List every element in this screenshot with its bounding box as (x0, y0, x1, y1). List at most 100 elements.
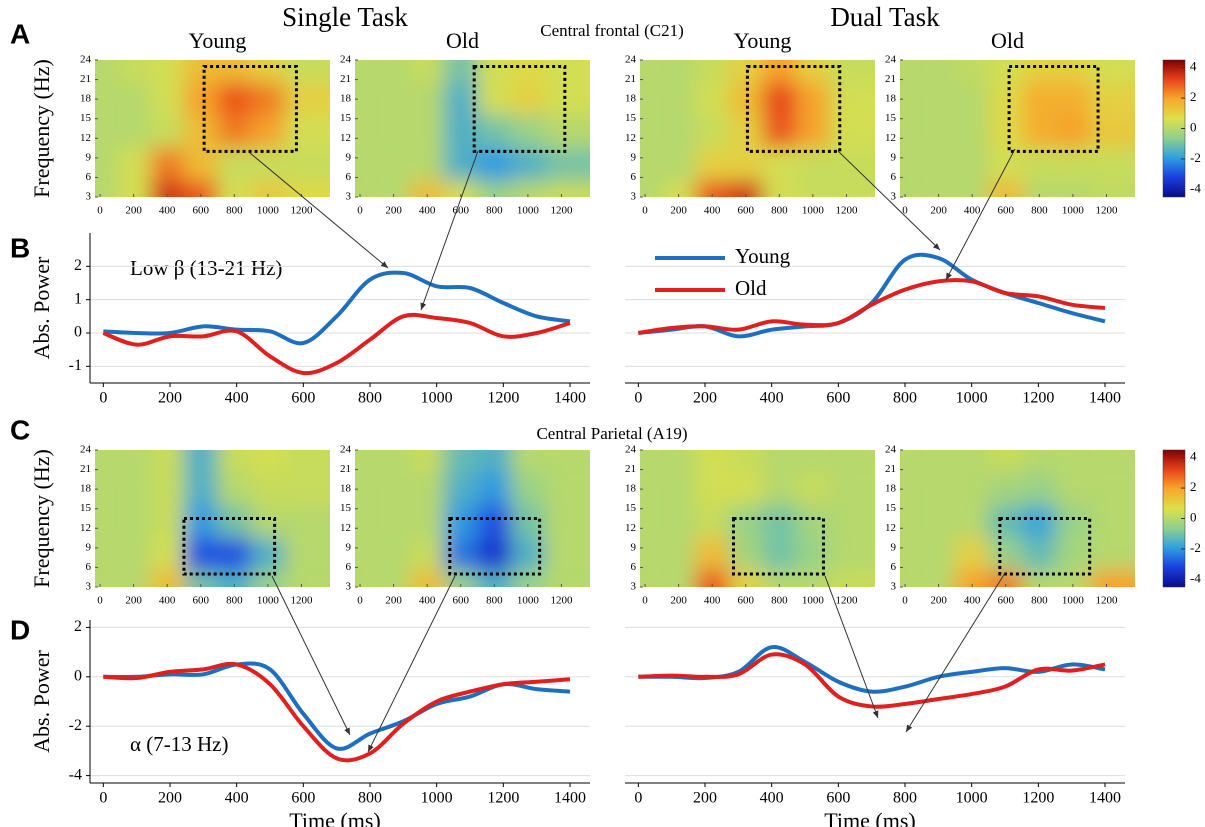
heatmap-cell (116, 82, 151, 116)
heatmap-panel (95, 60, 330, 197)
heatmap-cell (544, 60, 590, 83)
y-tick-label: 21 (80, 73, 91, 85)
x-tick-label: 800 (486, 595, 503, 607)
heatmap-cell (728, 472, 763, 506)
x-tick-label: 800 (893, 390, 917, 407)
heatmap-cell (1089, 180, 1135, 197)
heatmap-cell (661, 148, 696, 181)
heatmap-cell (900, 82, 922, 116)
y-tick-label: 2 (74, 618, 82, 635)
y-tick-label: 9 (86, 541, 92, 553)
arrow (837, 150, 941, 251)
x-tick-label: 400 (159, 205, 176, 217)
arrow (905, 572, 1006, 733)
heatmap-cell (661, 82, 696, 116)
series-line (638, 278, 1106, 335)
heatmap-cell (640, 180, 662, 197)
heatmap-cell (410, 505, 444, 539)
y-tick-label: 15 (885, 112, 897, 124)
x-tick-label: 0 (902, 205, 908, 217)
heatmap-cell (1022, 472, 1057, 506)
heatmap-cell (95, 82, 117, 116)
x-tick-label: 200 (930, 205, 947, 217)
heatmap-cell (376, 450, 411, 473)
heatmap-cell (796, 60, 830, 83)
heatmap-cell (150, 180, 184, 197)
x-tick-label: 600 (738, 595, 755, 607)
y-tick-label: 6 (891, 171, 897, 183)
chart-title: Central frontal (C21) (540, 21, 684, 40)
y-tick-label: 3 (86, 191, 92, 203)
heatmap-cell (921, 115, 956, 149)
heatmap-cell (150, 505, 184, 539)
heatmap-cell (661, 180, 696, 197)
x-tick-label: 800 (358, 390, 382, 407)
heatmap-cell (183, 472, 218, 506)
heatmap-cell (95, 180, 117, 197)
colorbar-tick-label: -2 (1190, 540, 1201, 555)
heatmap-cell (284, 505, 330, 539)
heatmap-cell (921, 450, 956, 473)
heatmap-cell (443, 505, 478, 539)
heatmap-cell (183, 60, 218, 83)
heatmap-cell (1056, 60, 1090, 83)
x-tick-label: 1000 (257, 595, 280, 607)
heatmap-cell (695, 148, 729, 181)
arrow (824, 575, 879, 719)
heatmap-cell (988, 570, 1023, 587)
heatmap-cell (410, 180, 444, 197)
heatmap-cell (796, 450, 830, 473)
heatmap-cell (95, 570, 117, 587)
heatmap-cell (796, 82, 830, 116)
heatmap-cell (217, 148, 252, 181)
heatmap-cell (355, 180, 377, 197)
y-tick-label: 21 (885, 73, 896, 85)
x-tick-label: 400 (159, 595, 176, 607)
x-tick-label: 200 (930, 595, 947, 607)
x-tick-label: 1000 (421, 390, 453, 407)
arrow (271, 575, 351, 736)
heatmap-cell (95, 472, 117, 506)
x-tick-label: 0 (634, 790, 642, 807)
heatmap-cell (183, 115, 218, 149)
heatmap-cell (251, 180, 285, 197)
heatmap-cell (376, 148, 411, 181)
heatmap-cells (900, 60, 1135, 197)
heatmap-cell (1089, 450, 1135, 473)
heatmap-cell (355, 450, 377, 473)
x-tick-label: 600 (193, 205, 210, 217)
heatmap-cell (900, 60, 922, 83)
heatmap-cell (284, 148, 330, 181)
heatmap-cells (640, 60, 875, 197)
heatmap-cell (511, 472, 545, 506)
series-line (102, 312, 571, 376)
heatmap-cell (661, 60, 696, 83)
x-tick-label: 0 (634, 390, 642, 407)
heatmap-cell (921, 82, 956, 116)
x-tick-label: 0 (97, 205, 103, 217)
heatmap-cell (443, 148, 478, 181)
y-tick-label: 12 (885, 132, 896, 144)
heatmap-cell (955, 570, 989, 587)
x-tick-label: 600 (291, 390, 315, 407)
heatmap-cell (284, 538, 330, 571)
heatmap-cell (183, 82, 218, 116)
y-tick-label: 3 (631, 191, 637, 203)
x-tick-label: 0 (642, 595, 648, 607)
heatmap-cell (544, 538, 590, 571)
heatmap-cell (355, 82, 377, 116)
heatmap-cell (661, 450, 696, 473)
heatmap-cell (762, 180, 797, 197)
heatmap-cell (511, 82, 545, 116)
heatmap-cell (1022, 148, 1057, 181)
heatmap-cell (443, 472, 478, 506)
colorbar-tick-label: 2 (1190, 89, 1197, 104)
heatmap-cell (376, 505, 411, 539)
heatmap-cell (921, 570, 956, 587)
y-tick-label: 12 (885, 522, 896, 534)
y-tick-label: 24 (340, 54, 352, 66)
heatmap-cell (640, 82, 662, 116)
heatmap-cell (511, 180, 545, 197)
y-tick-label: 3 (86, 581, 92, 593)
heatmap-cell (217, 115, 252, 149)
